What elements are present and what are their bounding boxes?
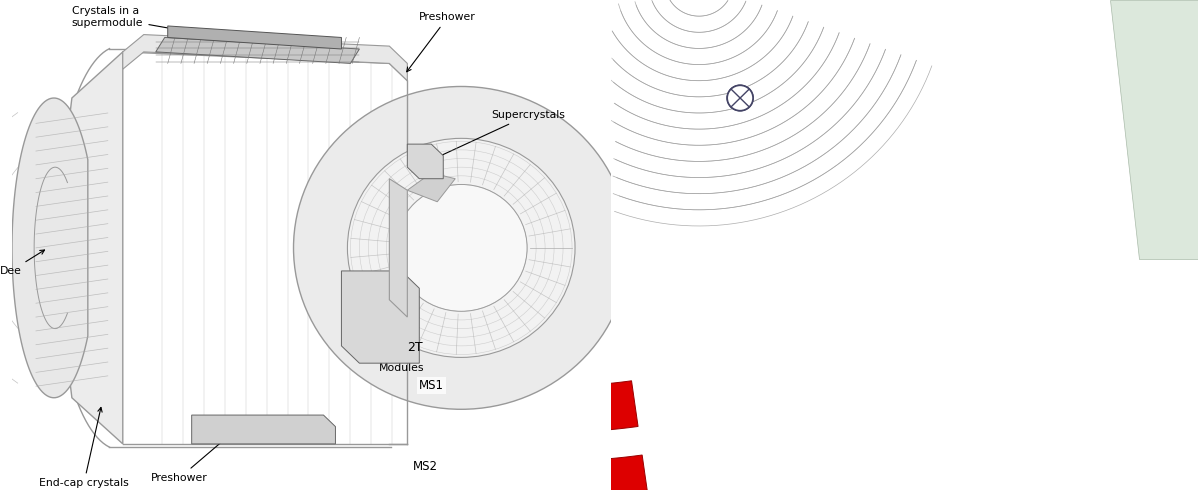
Circle shape xyxy=(395,184,527,311)
Polygon shape xyxy=(0,270,580,490)
Polygon shape xyxy=(54,52,123,444)
Polygon shape xyxy=(341,441,438,486)
Polygon shape xyxy=(240,158,514,304)
Polygon shape xyxy=(515,455,651,490)
Polygon shape xyxy=(232,397,327,455)
Polygon shape xyxy=(235,311,334,372)
Text: Crystals in a
supermodule: Crystals in a supermodule xyxy=(72,6,218,38)
Polygon shape xyxy=(407,173,455,202)
Polygon shape xyxy=(156,37,359,63)
Polygon shape xyxy=(1111,0,1198,259)
Polygon shape xyxy=(123,35,407,81)
Text: MS1: MS1 xyxy=(419,379,444,392)
Polygon shape xyxy=(0,313,581,490)
Polygon shape xyxy=(407,144,443,179)
Polygon shape xyxy=(67,172,574,432)
Text: MS2: MS2 xyxy=(413,460,438,473)
Polygon shape xyxy=(266,22,337,93)
Text: Preshower: Preshower xyxy=(151,429,236,483)
Polygon shape xyxy=(113,122,571,375)
Polygon shape xyxy=(258,0,503,250)
Polygon shape xyxy=(229,47,309,127)
Polygon shape xyxy=(0,218,577,490)
Polygon shape xyxy=(298,0,364,63)
Text: Preshower: Preshower xyxy=(407,12,476,72)
Text: Dee: Dee xyxy=(0,250,44,276)
Polygon shape xyxy=(520,381,639,432)
Circle shape xyxy=(368,343,388,364)
Polygon shape xyxy=(177,93,270,185)
Text: Modules: Modules xyxy=(379,320,424,373)
Polygon shape xyxy=(341,271,419,363)
Circle shape xyxy=(727,85,754,111)
Polygon shape xyxy=(389,179,407,317)
Polygon shape xyxy=(12,98,87,398)
Circle shape xyxy=(727,85,754,111)
Polygon shape xyxy=(0,331,585,490)
Polygon shape xyxy=(43,200,575,461)
Polygon shape xyxy=(0,253,577,490)
Polygon shape xyxy=(168,26,341,49)
Text: Supercrystals: Supercrystals xyxy=(432,110,565,160)
Polygon shape xyxy=(192,415,335,444)
Circle shape xyxy=(294,86,629,409)
Polygon shape xyxy=(0,377,700,490)
Text: 2T: 2T xyxy=(407,341,423,354)
Circle shape xyxy=(347,138,575,357)
Polygon shape xyxy=(347,364,431,402)
Text: End-cap crystals: End-cap crystals xyxy=(40,408,128,489)
